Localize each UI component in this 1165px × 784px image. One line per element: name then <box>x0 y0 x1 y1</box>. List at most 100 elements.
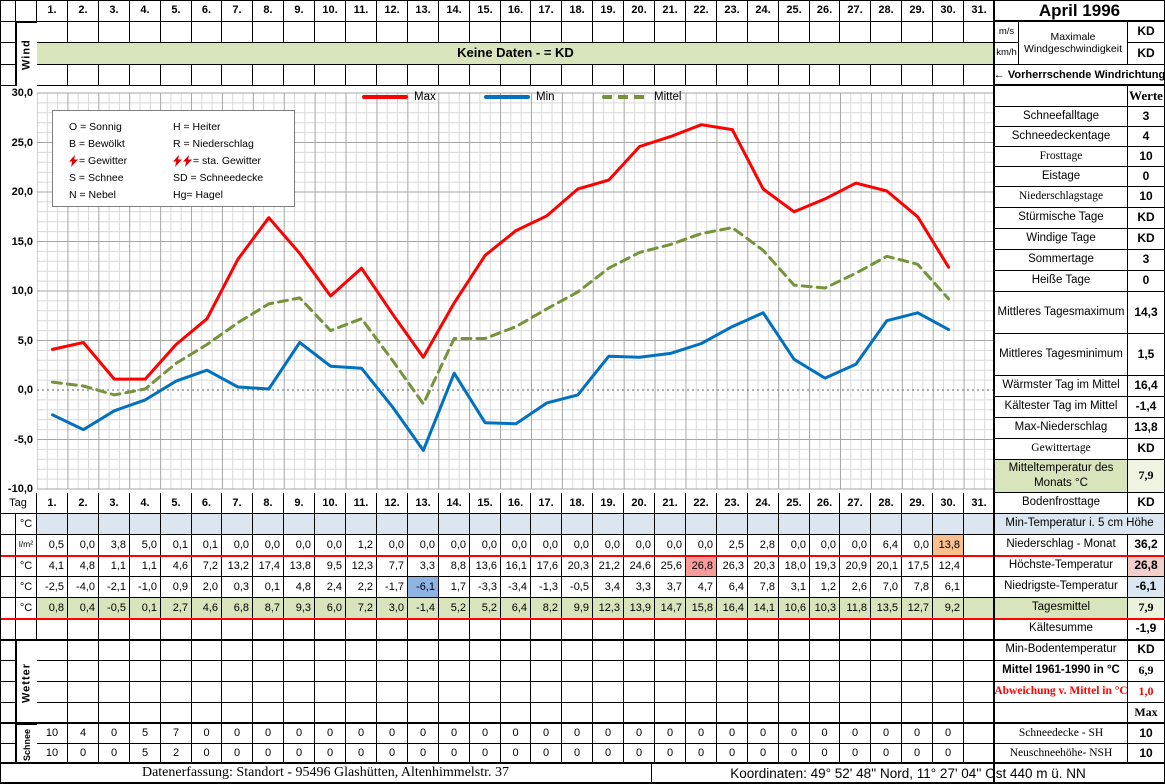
wetter-cell[interactable] <box>562 640 593 661</box>
empty-cell[interactable] <box>222 619 253 640</box>
wind-data-cell[interactable] <box>470 65 501 86</box>
wetter-cell[interactable] <box>717 640 748 661</box>
snow-depth-cell[interactable]: 0 <box>779 724 810 744</box>
max-temp-cell[interactable] <box>964 556 995 577</box>
max-temp-cell[interactable]: 13,6 <box>470 556 501 577</box>
wind-data-cell[interactable] <box>902 22 933 43</box>
wetter-cell[interactable] <box>130 661 161 682</box>
wetter-cell[interactable] <box>624 661 655 682</box>
max-temp-cell[interactable]: 20,9 <box>840 556 871 577</box>
min-temp-5cm-cell[interactable] <box>315 514 346 535</box>
stat-value[interactable]: 4 <box>1128 127 1165 147</box>
empty-cell[interactable] <box>192 619 222 640</box>
wind-data-cell[interactable] <box>284 65 315 86</box>
mean-temp-cell[interactable]: 10,6 <box>779 598 810 619</box>
wetter-cell[interactable] <box>99 703 130 724</box>
max-temp-cell[interactable]: 4,1 <box>37 556 68 577</box>
wetter-cell[interactable] <box>748 640 779 661</box>
empty-cell[interactable] <box>779 619 810 640</box>
wetter-cell[interactable] <box>377 682 408 703</box>
mean-temp-cell[interactable]: -0,5 <box>99 598 130 619</box>
new-snow-cell[interactable]: 0 <box>346 744 377 764</box>
wind-data-cell[interactable] <box>68 22 99 43</box>
precipitation-cell[interactable] <box>964 535 995 556</box>
min-temp-cell[interactable]: -3,4 <box>501 577 531 598</box>
stat-value[interactable]: 14,3 <box>1128 292 1165 334</box>
max-temp-cell[interactable]: 26,3 <box>717 556 748 577</box>
snow-depth-cell[interactable]: 0 <box>253 724 284 744</box>
empty-cell[interactable] <box>161 619 192 640</box>
mean-temp-cell[interactable]: 5,2 <box>439 598 470 619</box>
wetter-cell[interactable] <box>99 640 130 661</box>
wetter-cell[interactable] <box>408 640 439 661</box>
snow-depth-cell[interactable]: 0 <box>531 724 562 744</box>
min-temp-5cm-cell[interactable] <box>222 514 253 535</box>
wind-data-cell[interactable] <box>315 65 346 86</box>
max-temp-cell[interactable]: 17,4 <box>253 556 284 577</box>
wetter-cell[interactable] <box>593 640 624 661</box>
wind-data-cell[interactable] <box>37 65 68 86</box>
wetter-cell[interactable] <box>346 703 377 724</box>
wind-data-cell[interactable] <box>593 22 624 43</box>
wind-data-cell[interactable] <box>717 22 748 43</box>
min-temp-5cm-cell[interactable] <box>439 514 470 535</box>
max-temp-cell[interactable]: 16,1 <box>501 556 531 577</box>
precipitation-cell[interactable]: 0,0 <box>439 535 470 556</box>
empty-cell[interactable] <box>840 619 871 640</box>
snow-depth-cell[interactable]: 0 <box>562 724 593 744</box>
wetter-cell[interactable] <box>130 703 161 724</box>
wetter-cell[interactable] <box>655 703 686 724</box>
min-temp-5cm-cell[interactable] <box>253 514 284 535</box>
wetter-cell[interactable] <box>130 640 161 661</box>
wind-data-cell[interactable] <box>655 22 686 43</box>
min-temp-cell[interactable]: 2,4 <box>315 577 346 598</box>
stat-value[interactable]: -1,4 <box>1128 397 1165 418</box>
min-temp-cell[interactable]: 2,0 <box>192 577 222 598</box>
wetter-cell[interactable] <box>37 640 68 661</box>
snow-depth-cell[interactable]: 0 <box>408 724 439 744</box>
max-temp-cell[interactable]: 20,3 <box>748 556 779 577</box>
min-temp-cell[interactable]: -0,5 <box>562 577 593 598</box>
wind-data-cell[interactable] <box>501 22 531 43</box>
min-temp-5cm-cell[interactable] <box>779 514 810 535</box>
stat-value[interactable]: KD <box>1128 208 1165 229</box>
min-temp-5cm-cell[interactable] <box>717 514 748 535</box>
stat-value[interactable]: -1,9 <box>1128 619 1165 640</box>
min-temp-cell[interactable]: -2,5 <box>37 577 68 598</box>
min-temp-cell[interactable]: 1,7 <box>439 577 470 598</box>
stat-value[interactable]: 3 <box>1128 250 1165 271</box>
wetter-cell[interactable] <box>99 661 130 682</box>
mean-temp-cell[interactable]: 2,7 <box>161 598 192 619</box>
min-temp-cell[interactable]: 2,2 <box>346 577 377 598</box>
mean-temp-cell[interactable]: 4,6 <box>192 598 222 619</box>
mean-temp-cell[interactable]: 12,3 <box>593 598 624 619</box>
wetter-cell[interactable] <box>284 682 315 703</box>
wetter-cell[interactable] <box>871 703 902 724</box>
min-temp-5cm-cell[interactable] <box>624 514 655 535</box>
wetter-cell[interactable] <box>871 640 902 661</box>
max-temp-cell[interactable]: 13,2 <box>222 556 253 577</box>
wetter-cell[interactable] <box>562 703 593 724</box>
min-temp-5cm-cell[interactable] <box>37 514 68 535</box>
stat-value[interactable]: 0 <box>1128 167 1165 187</box>
mean-temp-cell[interactable]: 8,7 <box>253 598 284 619</box>
precipitation-cell[interactable]: 0,1 <box>161 535 192 556</box>
wind-data-cell[interactable] <box>130 22 161 43</box>
wetter-cell[interactable] <box>686 682 717 703</box>
wetter-cell[interactable] <box>933 682 964 703</box>
wetter-cell[interactable] <box>902 703 933 724</box>
new-snow-cell[interactable]: 0 <box>470 744 501 764</box>
new-snow-cell[interactable]: 10 <box>37 744 68 764</box>
wetter-cell[interactable] <box>964 703 995 724</box>
max-temp-cell[interactable]: 17,5 <box>902 556 933 577</box>
max-temp-cell[interactable]: 1,1 <box>130 556 161 577</box>
max-temp-cell[interactable]: 8,8 <box>439 556 470 577</box>
snow-depth-cell[interactable]: 0 <box>933 724 964 744</box>
min-temp-cell[interactable]: 6,4 <box>717 577 748 598</box>
wetter-cell[interactable] <box>346 682 377 703</box>
wetter-cell[interactable] <box>68 703 99 724</box>
min-temp-cell[interactable]: 7,8 <box>748 577 779 598</box>
mean-temp-cell[interactable]: 8,2 <box>531 598 562 619</box>
wetter-cell[interactable] <box>346 661 377 682</box>
wetter-cell[interactable] <box>253 661 284 682</box>
